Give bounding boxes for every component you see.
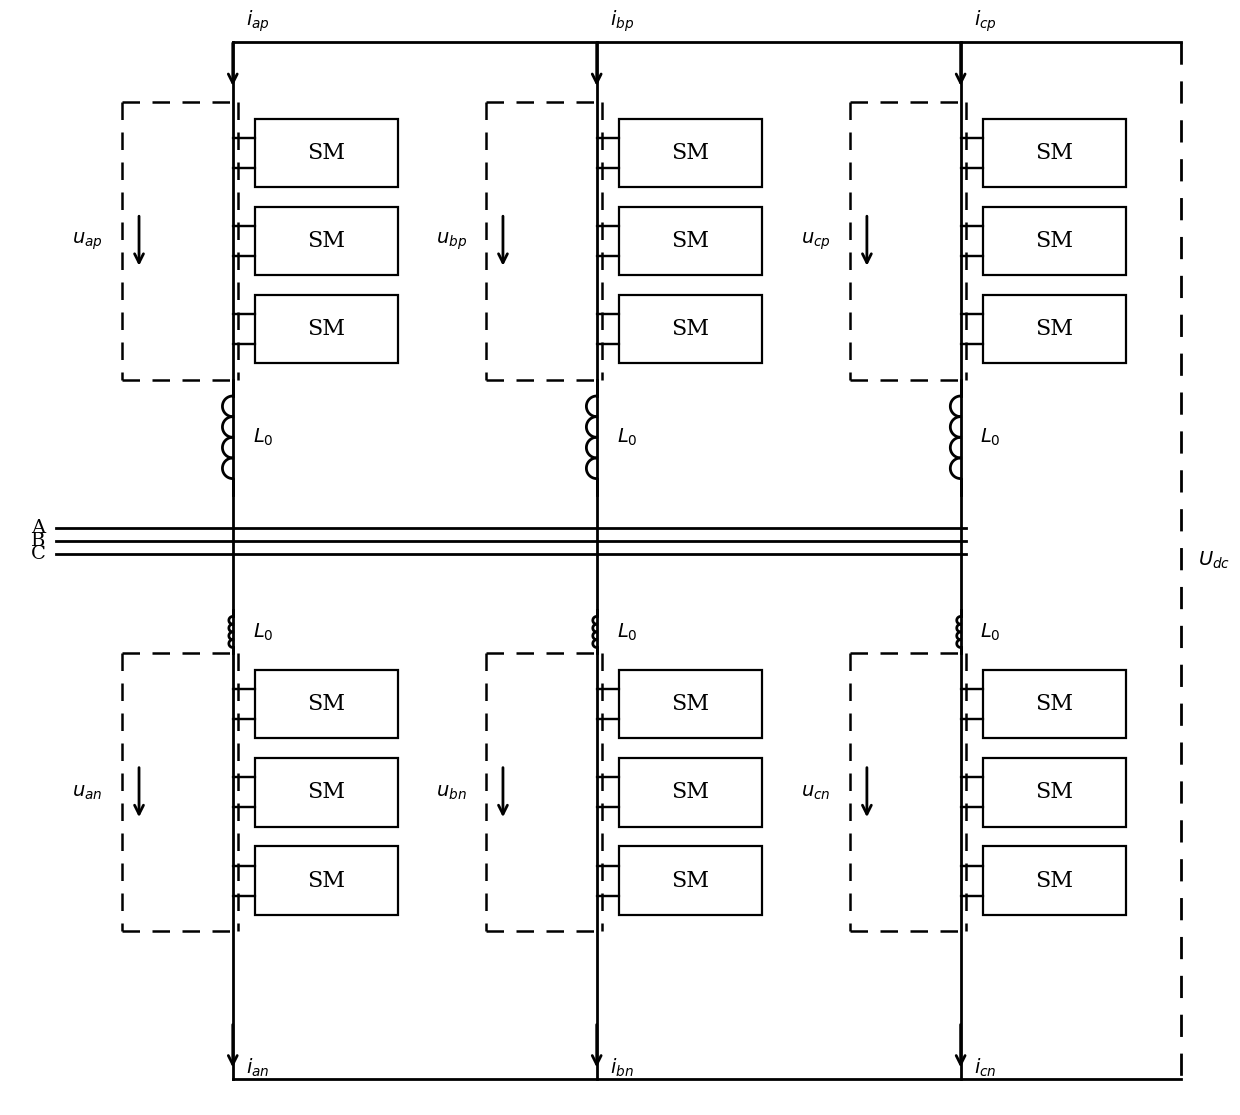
Bar bbox=[982, 670, 1126, 738]
Text: SM: SM bbox=[1035, 230, 1074, 252]
Text: SM: SM bbox=[671, 230, 709, 252]
Text: SM: SM bbox=[1035, 318, 1074, 340]
Bar bbox=[255, 206, 398, 275]
Text: $U_{dc}$: $U_{dc}$ bbox=[1198, 550, 1230, 572]
Bar bbox=[619, 670, 763, 738]
Bar bbox=[982, 295, 1126, 363]
Bar bbox=[255, 758, 398, 826]
Text: SM: SM bbox=[308, 694, 346, 715]
Bar bbox=[255, 670, 398, 738]
Text: $u_{cp}$: $u_{cp}$ bbox=[801, 230, 831, 252]
Text: SM: SM bbox=[308, 870, 346, 892]
Text: SM: SM bbox=[1035, 694, 1074, 715]
Text: $L_0$: $L_0$ bbox=[616, 621, 637, 642]
Text: A: A bbox=[31, 518, 46, 536]
Text: SM: SM bbox=[671, 694, 709, 715]
Text: SM: SM bbox=[671, 870, 709, 892]
Text: SM: SM bbox=[671, 318, 709, 340]
Text: SM: SM bbox=[1035, 870, 1074, 892]
Text: SM: SM bbox=[308, 782, 346, 804]
Text: $L_0$: $L_0$ bbox=[253, 427, 273, 448]
Text: $u_{ap}$: $u_{ap}$ bbox=[72, 230, 103, 252]
Bar bbox=[255, 295, 398, 363]
Bar bbox=[255, 846, 398, 914]
Text: $i_{cp}$: $i_{cp}$ bbox=[973, 8, 997, 33]
Text: C: C bbox=[31, 545, 46, 563]
Text: $L_0$: $L_0$ bbox=[981, 427, 1001, 448]
Text: B: B bbox=[31, 532, 46, 550]
Bar bbox=[982, 846, 1126, 914]
Text: $L_0$: $L_0$ bbox=[253, 621, 273, 642]
Text: SM: SM bbox=[308, 142, 346, 164]
Bar bbox=[982, 206, 1126, 275]
Text: $u_{bp}$: $u_{bp}$ bbox=[435, 230, 466, 252]
Text: $i_{an}$: $i_{an}$ bbox=[246, 1057, 269, 1079]
Bar bbox=[619, 206, 763, 275]
Bar bbox=[619, 758, 763, 826]
Text: SM: SM bbox=[308, 318, 346, 340]
Text: $i_{ap}$: $i_{ap}$ bbox=[246, 8, 270, 33]
Text: $u_{cn}$: $u_{cn}$ bbox=[801, 783, 831, 802]
Text: SM: SM bbox=[671, 782, 709, 804]
Text: SM: SM bbox=[671, 142, 709, 164]
Text: SM: SM bbox=[1035, 142, 1074, 164]
Bar bbox=[619, 295, 763, 363]
Text: $u_{bn}$: $u_{bn}$ bbox=[435, 783, 466, 802]
Bar bbox=[982, 758, 1126, 826]
Text: SM: SM bbox=[308, 230, 346, 252]
Bar bbox=[982, 118, 1126, 187]
Text: $L_0$: $L_0$ bbox=[616, 427, 637, 448]
Text: $i_{bp}$: $i_{bp}$ bbox=[610, 8, 634, 33]
Text: $u_{an}$: $u_{an}$ bbox=[72, 783, 103, 802]
Bar bbox=[619, 846, 763, 914]
Text: SM: SM bbox=[1035, 782, 1074, 804]
Text: $i_{bn}$: $i_{bn}$ bbox=[610, 1057, 634, 1079]
Bar bbox=[255, 118, 398, 187]
Bar bbox=[619, 118, 763, 187]
Text: $L_0$: $L_0$ bbox=[981, 621, 1001, 642]
Text: $i_{cn}$: $i_{cn}$ bbox=[973, 1057, 997, 1079]
